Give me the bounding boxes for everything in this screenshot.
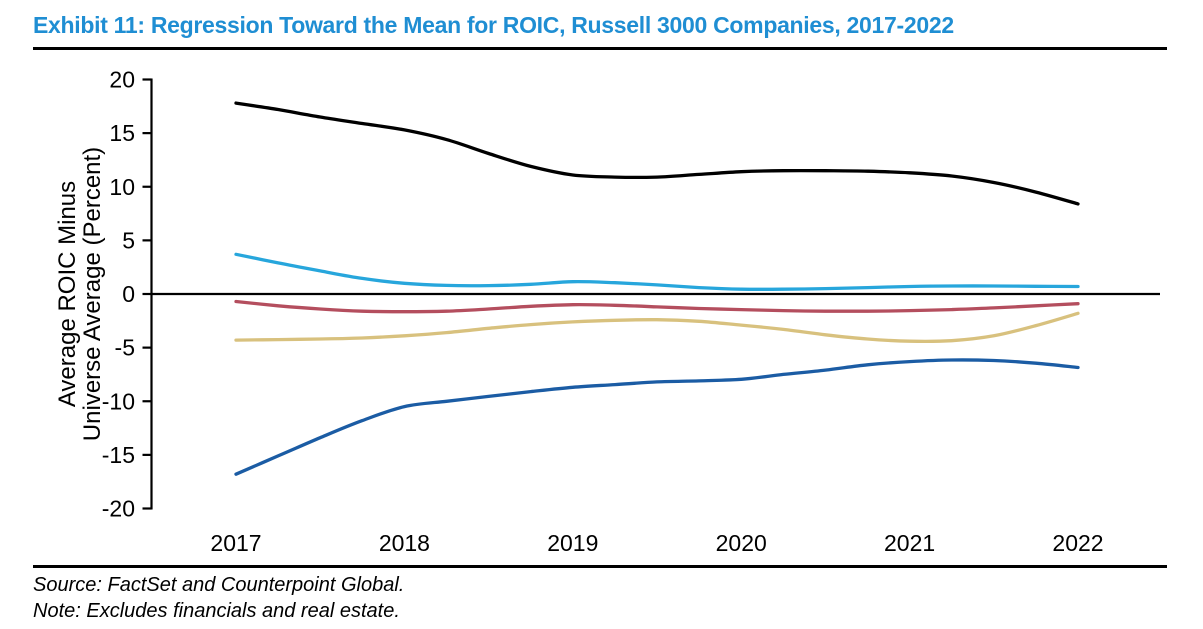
series-line-crimson bbox=[234, 299, 1080, 314]
x-tick-label: 2021 bbox=[884, 530, 935, 556]
series-line-khaki bbox=[234, 311, 1080, 344]
y-tick-label: -20 bbox=[102, 496, 135, 522]
y-tick-label: -15 bbox=[102, 442, 135, 468]
x-tick-label: 2019 bbox=[547, 530, 598, 556]
y-axis-title: Average ROIC Minus bbox=[54, 181, 81, 407]
y-tick-label: 20 bbox=[109, 67, 135, 93]
x-tick-label: 2017 bbox=[210, 530, 261, 556]
series-line-dark-blue bbox=[234, 358, 1080, 476]
x-tick-label: 2020 bbox=[716, 530, 767, 556]
y-tick-label: -5 bbox=[115, 335, 135, 361]
y-tick-label: 5 bbox=[122, 227, 135, 253]
y-tick-label: 10 bbox=[109, 174, 135, 200]
series-line-black bbox=[234, 101, 1080, 206]
y-tick-label: 15 bbox=[109, 120, 135, 146]
y-tick-label: 0 bbox=[122, 281, 135, 307]
footer-rule bbox=[33, 565, 1167, 568]
y-tick-label: -10 bbox=[102, 388, 135, 414]
y-axis-title: Universe Average (Percent) bbox=[79, 147, 106, 441]
x-tick-label: 2018 bbox=[379, 530, 430, 556]
footnote: Note: Excludes financials and real estat… bbox=[33, 600, 400, 622]
exhibit-title: Exhibit 11: Regression Toward the Mean f… bbox=[33, 12, 954, 38]
x-tick-label: 2022 bbox=[1052, 530, 1103, 556]
title-rule bbox=[33, 47, 1167, 50]
source-note: Source: FactSet and Counterpoint Global. bbox=[33, 574, 405, 596]
series-line-light-blue bbox=[234, 252, 1080, 291]
